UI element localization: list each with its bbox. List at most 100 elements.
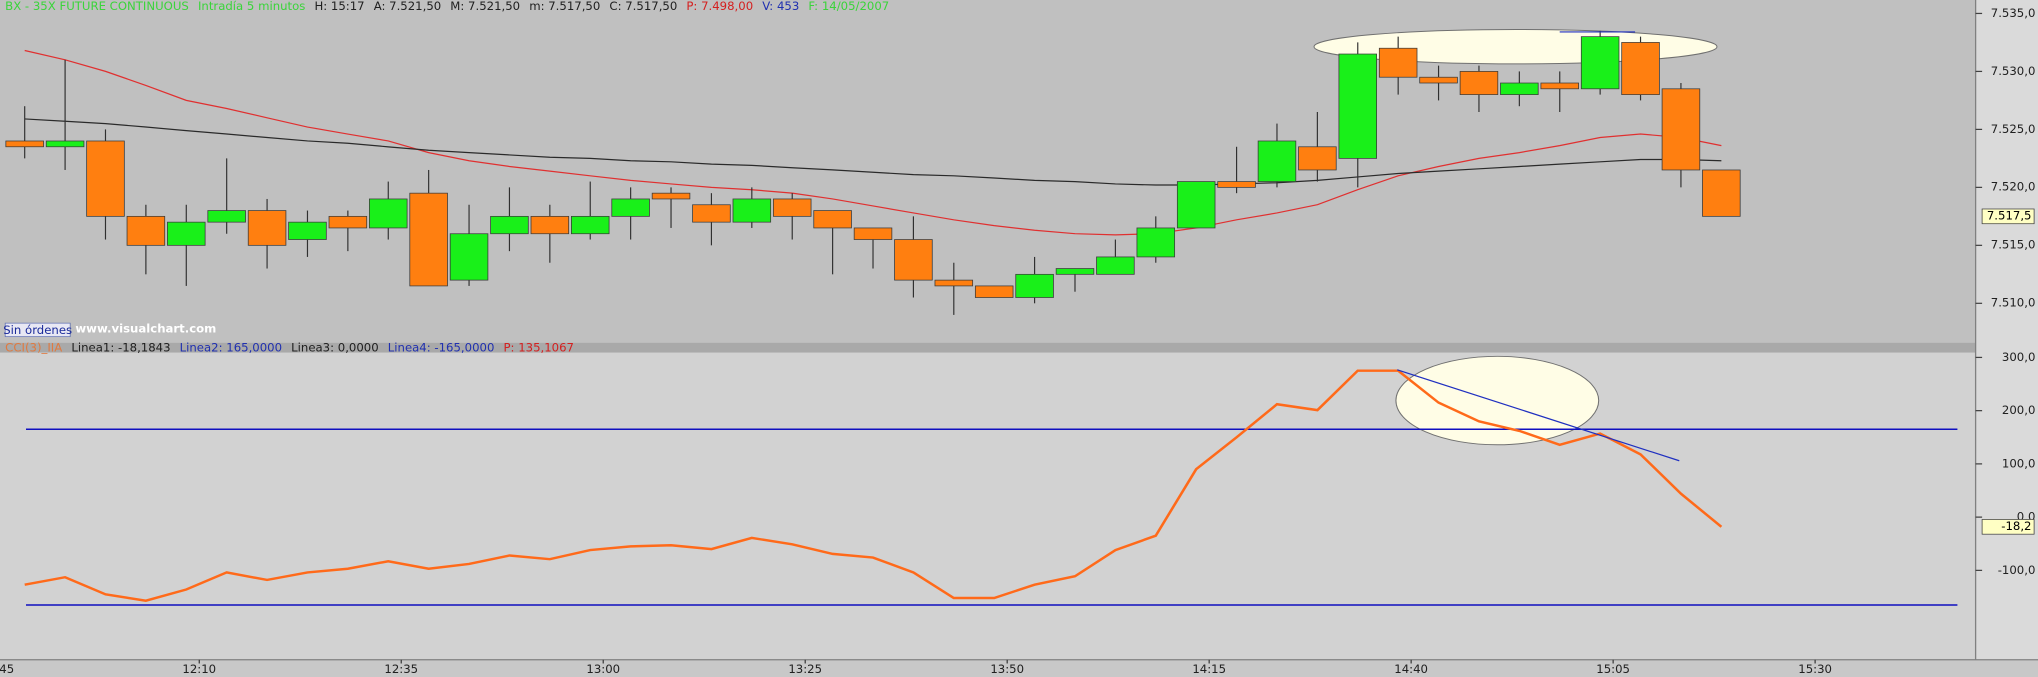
x-tick-label: 14:15 — [1192, 662, 1226, 676]
candle-body — [288, 221, 327, 240]
last-value-box — [1981, 519, 2035, 535]
header-item: Linea1: -18,1843 — [71, 340, 170, 354]
x-tick-label: 13:00 — [586, 662, 620, 676]
candle-body — [126, 215, 166, 246]
x-tick-label: 12:35 — [384, 662, 418, 676]
x-tick-label: 13:50 — [990, 662, 1024, 676]
y-tick-label: -100,0 — [1998, 563, 2036, 577]
candle-body — [1176, 181, 1216, 229]
header-item: Linea3: 0,0000 — [291, 340, 379, 354]
candle-body — [409, 192, 448, 287]
annotations: Sin órdenes www.visualchart.com — [3, 31, 1680, 462]
candle-body — [1661, 88, 1701, 171]
y-tick-label: 7.535,0 — [1991, 6, 2036, 20]
candle-body — [1257, 140, 1297, 182]
candle-body — [651, 192, 691, 200]
candle-body — [369, 198, 408, 229]
y-tick-label: 7.525,0 — [1991, 122, 2036, 136]
indicator-line — [24, 118, 1722, 186]
candle-body — [1419, 76, 1458, 84]
header-item: C: 7.517,50 — [609, 0, 677, 12]
header-item: F: 14/05/2007 — [808, 0, 889, 12]
candle-body — [1702, 169, 1741, 217]
candle-body — [328, 215, 368, 229]
y-tick-label: 300,0 — [2002, 350, 2035, 364]
last-value: -18,2 — [2001, 520, 2031, 534]
candle-body — [611, 198, 650, 217]
last-value: 7.517,5 — [1987, 209, 2032, 223]
candle-body — [1096, 256, 1135, 275]
x-tick-label: 15:30 — [1798, 662, 1832, 676]
candle-body — [1015, 273, 1054, 298]
candle-body — [167, 221, 206, 246]
candle-body — [1217, 181, 1256, 188]
y-tick-label: 7.515,0 — [1991, 238, 2036, 252]
x-tick-label: 12:10 — [182, 662, 216, 676]
x-tick-label: 15:05 — [1596, 662, 1630, 676]
indicator-panel — [0, 352, 1976, 660]
header-item: M: 7.521,50 — [450, 0, 520, 12]
candle-body — [1055, 268, 1095, 275]
candle-body — [247, 210, 287, 246]
header-item: P: 135,1067 — [504, 340, 574, 354]
highlight-ellipse — [1395, 355, 1600, 446]
candle-body — [772, 198, 812, 217]
indicator-line — [24, 369, 1723, 602]
candle-body — [1500, 82, 1539, 95]
header-item: P: 7.498,00 — [686, 0, 753, 12]
candle-body — [692, 204, 731, 223]
right-axis — [1975, 0, 2038, 660]
candle-body — [1378, 47, 1418, 78]
candle-body — [1459, 71, 1499, 95]
header-item: BX - 35X FUTURE CONTINUOUS — [5, 0, 189, 12]
y-tick-label: 100,0 — [2002, 457, 2035, 471]
x-tick-label: 14:40 — [1394, 662, 1428, 676]
y-tick-label: 7.530,0 — [1991, 64, 2036, 78]
header-item: CCI(3)_IIA — [5, 340, 62, 354]
trend-line — [1397, 369, 1680, 462]
last-value-box — [1981, 208, 2035, 225]
candle-body — [449, 233, 489, 281]
header-item: H: 15:17 — [314, 0, 364, 12]
panel-separator — [0, 342, 2038, 353]
candle-body — [530, 215, 570, 235]
candle-body — [5, 140, 44, 148]
candle-body — [1540, 82, 1579, 90]
candle-body — [1580, 36, 1620, 90]
indicator-line — [24, 49, 1722, 236]
candle-body — [813, 210, 852, 229]
header-item: Linea2: 165,0000 — [180, 340, 282, 354]
header: BX - 35X FUTURE CONTINUOUS Intradía 5 min… — [5, 0, 889, 12]
header-item: Intradía 5 minutos — [198, 0, 305, 12]
candle-body — [732, 198, 772, 223]
header: CCI(3)_IIA Linea1: -18,1843 Linea2: 165,00… — [5, 340, 574, 354]
candle-body — [1298, 146, 1337, 171]
candle-body — [1338, 53, 1378, 159]
candle-body — [853, 227, 893, 240]
candle-body — [45, 140, 85, 148]
order-status-box[interactable] — [4, 322, 71, 338]
candle-body — [207, 210, 246, 223]
candle-body — [86, 140, 125, 217]
header-item: A: 7.521,50 — [374, 0, 442, 12]
candle-body — [1621, 42, 1660, 95]
header-item: m: 7.517,50 — [529, 0, 600, 12]
y-tick-label: 7.520,0 — [1991, 180, 2036, 194]
marks — [5, 30, 1958, 606]
y-tick-label: 7.510,0 — [1991, 296, 2036, 310]
candle-body — [490, 215, 529, 235]
candle-body — [571, 215, 610, 235]
x-tick-label: 11:45 — [0, 662, 14, 676]
watermark: www.visualchart.com — [75, 322, 216, 336]
candle-body — [1136, 227, 1176, 258]
x-tick-label: 13:25 — [788, 662, 822, 676]
order-status[interactable]: Sin órdenes — [3, 323, 72, 337]
candle-body — [934, 279, 974, 287]
candle-body — [894, 239, 933, 281]
header-item: V: 453 — [762, 0, 799, 12]
y-tick-label: 200,0 — [2002, 403, 2035, 417]
